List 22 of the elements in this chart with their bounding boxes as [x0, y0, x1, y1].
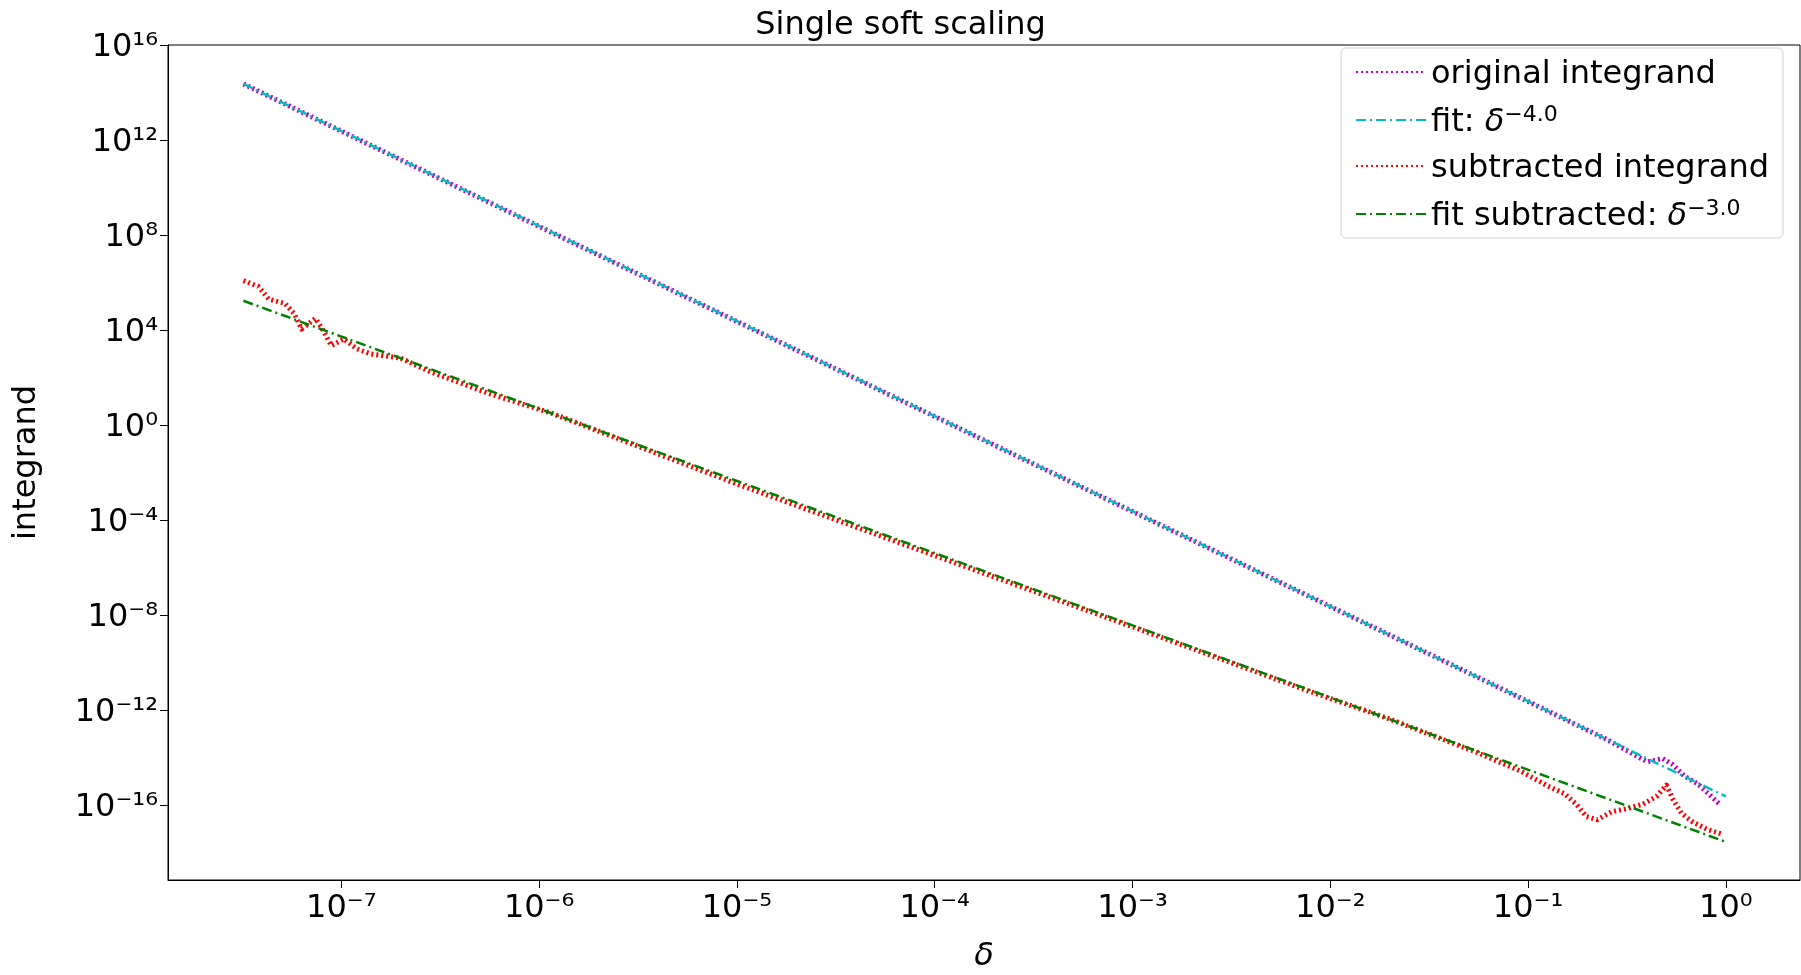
- y-tick-label: 10⁰: [104, 406, 158, 445]
- legend-label: original integrand: [1431, 53, 1716, 91]
- x-tick-label: 10⁻²: [1295, 887, 1366, 925]
- x-tick-label: 10⁻⁷: [306, 887, 377, 925]
- x-tick-label: 10⁻⁶: [503, 887, 575, 925]
- y-tick-label: 10⁻⁴: [87, 501, 158, 540]
- y-tick-label: 10⁻⁸: [87, 596, 158, 635]
- y-axis-title: integrand: [5, 384, 43, 541]
- x-tick-label: 10⁻¹: [1492, 887, 1564, 925]
- y-tick-label: 10¹²: [91, 121, 158, 160]
- x-tick-label: 10⁻⁵: [701, 887, 773, 925]
- y-tick-label: 10⁸: [104, 216, 158, 255]
- x-axis-title: δ: [974, 935, 994, 973]
- x-tick-label: 10⁻³: [1097, 887, 1168, 925]
- chart-title: Single soft scaling: [755, 4, 1046, 42]
- x-tick-label: 10⁻⁴: [899, 887, 970, 925]
- x-tick-label: 10⁰: [1699, 887, 1753, 925]
- y-tick-label: 10⁴: [104, 311, 158, 350]
- legend-label: subtracted integrand: [1431, 147, 1769, 185]
- y-tick-label: 10⁻¹²: [74, 691, 158, 730]
- y-tick-label: 10¹⁶: [91, 26, 158, 64]
- y-tick-label: 10⁻¹⁶: [74, 786, 158, 825]
